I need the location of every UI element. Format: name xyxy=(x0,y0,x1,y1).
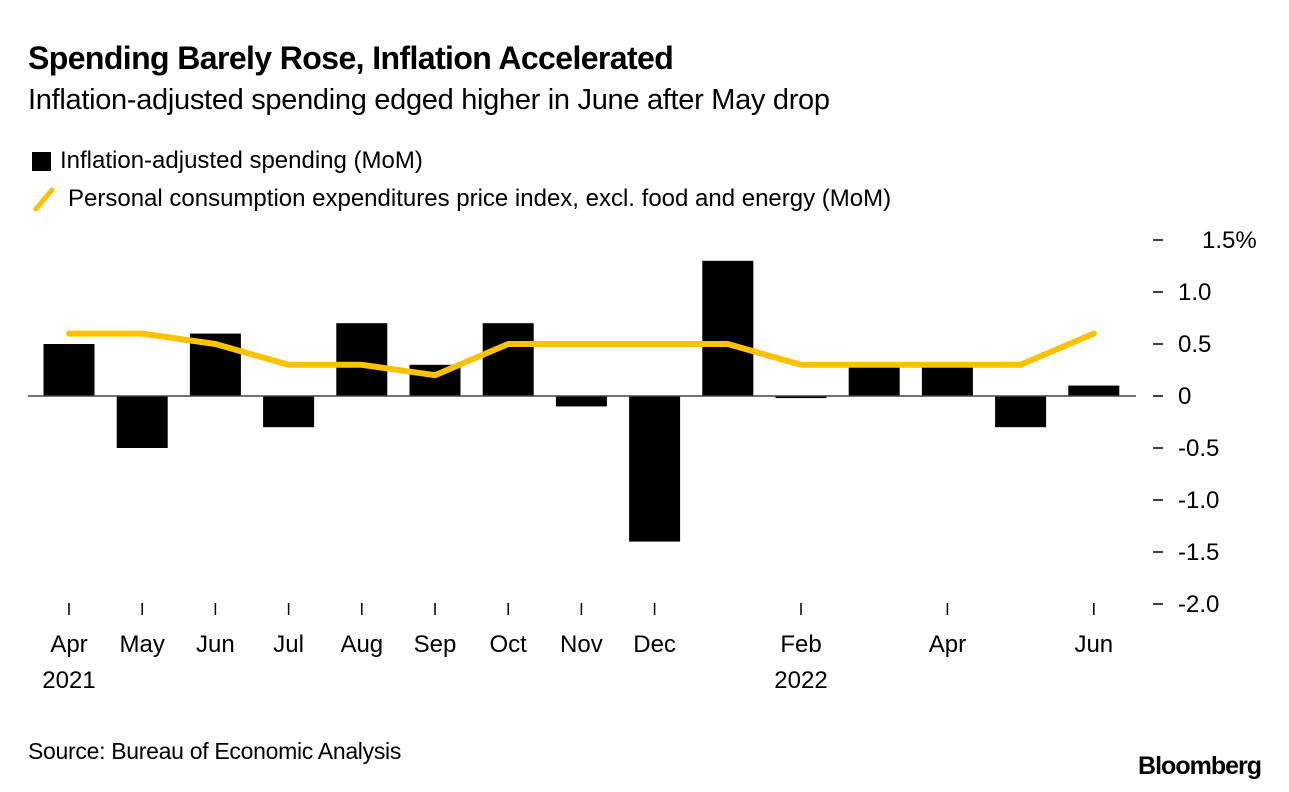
bar-apr-2022 xyxy=(921,364,973,396)
x-tick-label: Nov xyxy=(560,631,603,658)
legend-label-pce: Personal consumption expenditures price … xyxy=(68,185,892,212)
chart-title: Spending Barely Rose, Inflation Accelera… xyxy=(28,40,674,76)
legend-bar-swatch-icon xyxy=(32,151,51,171)
source-note: Source: Bureau of Economic Analysis xyxy=(28,738,402,764)
bloomberg-logo: Bloomberg xyxy=(1138,752,1262,780)
x-tick-label: Oct xyxy=(490,631,528,658)
y-tick-label: -2.0 xyxy=(1178,591,1219,618)
y-tick-label: 0.5 xyxy=(1178,331,1211,358)
y-tick-label: -0.5 xyxy=(1178,435,1219,462)
legend-label-spending: Inflation-adjusted spending (MoM) xyxy=(60,147,423,174)
bar-dec-2021 xyxy=(629,396,681,542)
bar-feb-2022 xyxy=(775,396,827,399)
legend-item-pce: Personal consumption expenditures price … xyxy=(32,185,891,213)
y-axis: 1.5% 1.0 0.5 0 -0.5 -1.0 -1.5 -2.0 xyxy=(1153,227,1257,618)
x-tick-label: Dec xyxy=(633,631,676,658)
x-tick-label: Apr xyxy=(929,631,966,658)
y-tick-label: -1.5 xyxy=(1178,539,1219,566)
bar-jan-2022 xyxy=(702,260,754,396)
y-tick-label: 1.0 xyxy=(1178,279,1211,306)
legend-item-spending: Inflation-adjusted spending (MoM) xyxy=(32,147,423,175)
bar-jun-2022 xyxy=(1068,385,1120,396)
x-year-label: 2022 xyxy=(774,667,827,694)
bar-series xyxy=(43,260,1120,542)
x-tick-label: Jul xyxy=(273,631,304,658)
y-tick-label: -1.0 xyxy=(1178,487,1219,514)
bar-may-2022 xyxy=(995,396,1047,428)
bar-nov-2021 xyxy=(555,396,607,407)
x-tick-label: May xyxy=(120,631,165,658)
line-series xyxy=(66,330,1097,379)
chart-subtitle: Inflation-adjusted spending edged higher… xyxy=(28,84,830,116)
x-tick-label: Aug xyxy=(340,631,383,658)
bar-apr-2021 xyxy=(43,344,95,396)
x-tick-label: Feb xyxy=(780,631,821,658)
y-tick-label: 0 xyxy=(1178,383,1191,410)
bar-may-2021 xyxy=(116,396,168,448)
x-tick-label: Jun xyxy=(196,631,235,658)
bar-jul-2021 xyxy=(263,396,315,428)
y-tick-label: 1.5% xyxy=(1202,227,1257,254)
bar-mar-2022 xyxy=(848,364,900,396)
x-tick-label: Sep xyxy=(414,631,457,658)
x-tick-label: Apr xyxy=(50,631,87,658)
legend-line-swatch-icon xyxy=(33,187,55,212)
x-tick-label: Jun xyxy=(1074,631,1113,658)
x-axis: Apr 2021 May Jun Jul Aug Sep Oct Nov Dec Feb 2022 Ap… xyxy=(42,603,1113,694)
bar-aug-2021 xyxy=(336,323,388,396)
x-year-label: 2021 xyxy=(42,667,95,694)
bar-oct-2021 xyxy=(482,323,534,396)
